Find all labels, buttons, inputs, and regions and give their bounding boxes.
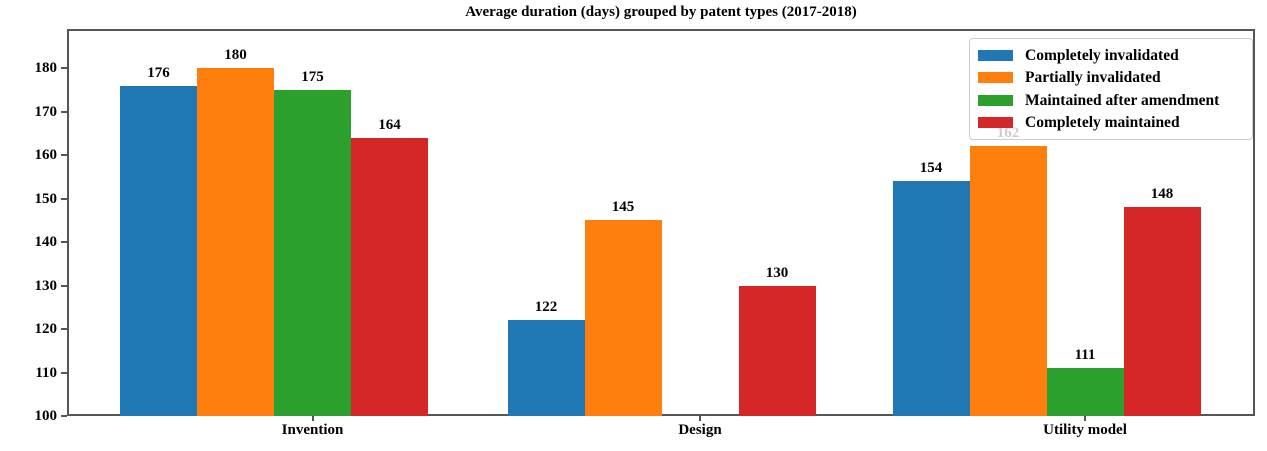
- y-tick-mark: [61, 284, 67, 287]
- y-tick-mark: [61, 371, 67, 374]
- legend-swatch: [978, 49, 1013, 61]
- bar-value-label: 145: [611, 199, 635, 216]
- x-tick-mark: [311, 416, 314, 421]
- x-tick-label: Invention: [281, 422, 344, 438]
- y-tick-label: 100: [34, 408, 58, 424]
- y-tick-label: 120: [34, 321, 58, 338]
- legend-swatch: [978, 94, 1013, 106]
- chart-title: Average duration (days) grouped by paten…: [465, 4, 857, 20]
- bar: [120, 85, 197, 416]
- legend-swatch: [978, 72, 1013, 84]
- y-tick-mark: [61, 154, 67, 157]
- y-tick-label: 160: [34, 147, 58, 164]
- bar: [969, 146, 1047, 416]
- bar: [507, 320, 585, 416]
- bar-value-label: 164: [378, 116, 401, 133]
- bar: [197, 68, 274, 416]
- y-tick-mark: [61, 110, 67, 113]
- y-tick-mark: [61, 67, 67, 70]
- y-tick-label: 180: [34, 60, 58, 77]
- bar-value-label: 111: [1074, 347, 1096, 364]
- legend-swatch: [978, 117, 1013, 129]
- legend-entry: Maintained after amendment: [978, 92, 1244, 109]
- y-tick-label: 140: [34, 234, 58, 251]
- legend-label: Completely invalidated: [1025, 46, 1179, 64]
- bar-value-label: 154: [919, 160, 943, 177]
- legend-label: Completely maintained: [1025, 114, 1180, 132]
- x-tick-label: Utility model: [1043, 422, 1127, 438]
- y-tick-label: 110: [35, 364, 57, 381]
- y-tick-mark: [61, 197, 67, 200]
- bar-value-label: 130: [765, 264, 789, 281]
- bar: [584, 220, 662, 416]
- bar-value-label: 122: [534, 299, 558, 316]
- bar: [1046, 368, 1124, 416]
- bar-value-label: 148: [1150, 186, 1174, 203]
- legend-label: Partially invalidated: [1025, 69, 1161, 87]
- legend-entry: Completely invalidated: [978, 47, 1244, 64]
- legend-entry: Completely maintained: [978, 114, 1244, 131]
- y-tick-label: 150: [34, 190, 58, 207]
- y-tick-label: 130: [34, 277, 58, 294]
- legend-label: Maintained after amendment: [1025, 91, 1220, 109]
- y-tick-mark: [61, 415, 67, 417]
- bar: [892, 181, 970, 416]
- legend-entry: Partially invalidated: [978, 69, 1244, 86]
- bar: [738, 285, 816, 416]
- bar-value-label: 180: [224, 47, 247, 64]
- y-tick-mark: [61, 328, 67, 331]
- bar: [274, 89, 351, 416]
- x-tick-label: Design: [678, 422, 722, 438]
- bar-value-label: 176: [147, 64, 170, 81]
- legend: Completely invalidated Partially invalida…: [969, 38, 1253, 140]
- bar: [351, 137, 428, 416]
- y-tick-mark: [61, 241, 67, 244]
- bar: [1123, 207, 1201, 416]
- x-tick-mark: [1084, 416, 1086, 421]
- x-tick-mark: [699, 416, 701, 421]
- y-tick-label: 170: [34, 103, 58, 120]
- bar-value-label: 175: [301, 68, 324, 85]
